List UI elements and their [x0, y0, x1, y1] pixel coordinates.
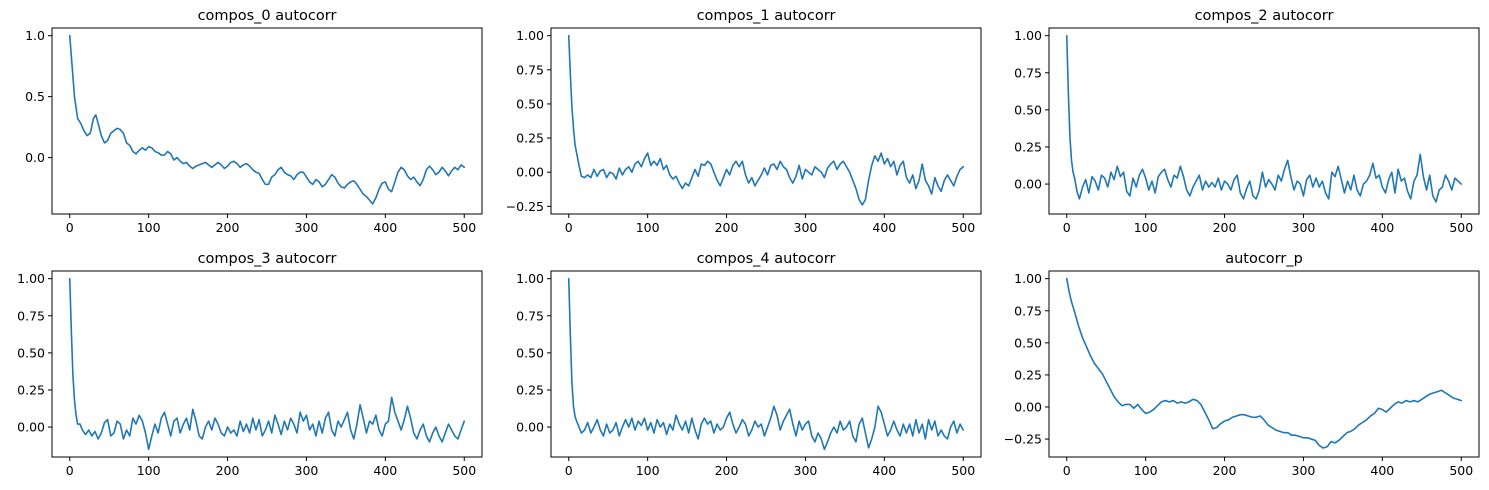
- y-tick-label: 0.0: [25, 150, 45, 165]
- x-tick-label: 0: [565, 220, 573, 235]
- x-tick-label: 0: [66, 463, 74, 478]
- series-line: [68, 34, 466, 205]
- y-tick-label: 0.00: [516, 420, 544, 435]
- chart-title: compos_1 autocorr: [697, 8, 836, 24]
- x-tick-label: 400: [1370, 463, 1394, 478]
- subplot-2: compos_2 autocorr 0 100 200 300 400 500 0.00 0.2…: [1014, 8, 1480, 235]
- y-tick-label: 1.00: [516, 271, 544, 286]
- y-tick-label: 0.50: [1014, 335, 1042, 350]
- x-tick-label: 0: [565, 463, 573, 478]
- axes-frame: [51, 270, 483, 458]
- x-tick-label: 100: [137, 463, 161, 478]
- y-tick-label: 0.50: [1014, 102, 1042, 117]
- y-tick-label: 0.75: [1014, 303, 1042, 318]
- y-tick-label: 1.0: [25, 28, 45, 43]
- x-tick-label: 200: [216, 463, 240, 478]
- x-tick-label: 0: [1063, 463, 1071, 478]
- x-tick-label: 100: [1134, 463, 1158, 478]
- x-tick-label: 500: [452, 463, 476, 478]
- subplot-1: compos_1 autocorr 0 100 200 300 400 500 −0.25 0.…: [506, 8, 982, 235]
- y-tick-label: 1.00: [516, 28, 544, 43]
- y-tick-label: 0.25: [1014, 367, 1042, 382]
- x-tick-label: 100: [137, 220, 161, 235]
- x-tick-label: 100: [636, 220, 660, 235]
- x-tick-label: 300: [794, 463, 818, 478]
- chart-title: compos_4 autocorr: [697, 251, 836, 267]
- y-tick-label: 1.00: [17, 271, 45, 286]
- y-tick-label: 0.25: [1014, 139, 1042, 154]
- y-tick-label: 0.50: [516, 96, 544, 111]
- x-tick-label: 0: [1063, 220, 1071, 235]
- y-tick-label: −0.25: [1004, 432, 1042, 447]
- x-tick-label: 100: [636, 463, 660, 478]
- chart-title: compos_0 autocorr: [198, 8, 337, 24]
- x-tick-label: 200: [715, 220, 739, 235]
- x-tick-label: 500: [951, 463, 975, 478]
- x-tick-label: 300: [794, 220, 818, 235]
- y-tick-label: 0.75: [1014, 65, 1042, 80]
- y-tick-label: 0.50: [516, 345, 544, 360]
- series-line: [68, 277, 466, 451]
- series-line: [567, 34, 965, 206]
- series-line: [1065, 277, 1463, 449]
- x-tick-label: 200: [715, 463, 739, 478]
- axes-frame: [550, 270, 982, 458]
- x-tick-label: 400: [373, 463, 397, 478]
- series-line: [567, 277, 965, 451]
- x-tick-label: 0: [66, 220, 74, 235]
- y-tick-label: 0.25: [516, 131, 544, 146]
- x-tick-label: 500: [1449, 220, 1473, 235]
- x-tick-label: 200: [216, 220, 240, 235]
- axes-frame: [1048, 270, 1480, 458]
- x-tick-label: 300: [295, 220, 319, 235]
- x-tick-label: 400: [1370, 220, 1394, 235]
- chart-title: compos_2 autocorr: [1195, 8, 1334, 24]
- axes-frame: [550, 27, 982, 215]
- y-tick-label: 0.75: [516, 62, 544, 77]
- axes-frame: [1048, 27, 1480, 215]
- x-tick-label: 300: [1292, 220, 1316, 235]
- y-tick-label: 0.5: [25, 89, 45, 104]
- chart-title: autocorr_p: [1225, 251, 1303, 267]
- y-tick-label: 0.50: [17, 345, 45, 360]
- x-tick-label: 100: [1134, 220, 1158, 235]
- axes-frame: [51, 27, 483, 215]
- subplot-0: compos_0 autocorr 0 100 200 300 400 500 0.0 0.5 1…: [25, 8, 483, 235]
- x-tick-label: 400: [872, 463, 896, 478]
- subplot-5: autocorr_p 0 100 200 300 400 500 −0.25 0.00 0.25 0…: [1004, 251, 1480, 478]
- x-tick-label: 300: [295, 463, 319, 478]
- y-tick-label: 1.00: [1014, 271, 1042, 286]
- x-tick-label: 500: [452, 220, 476, 235]
- y-tick-label: 0.75: [17, 308, 45, 323]
- chart-title: compos_3 autocorr: [198, 251, 337, 267]
- subplot-4: compos_4 autocorr 0 100 200 300 400 500 0.00 0.2…: [516, 251, 982, 478]
- y-tick-label: 0.25: [516, 382, 544, 397]
- x-tick-label: 500: [1449, 463, 1473, 478]
- y-tick-label: 0.25: [17, 382, 45, 397]
- x-tick-label: 400: [872, 220, 896, 235]
- y-tick-label: 0.00: [17, 420, 45, 435]
- y-tick-label: 1.00: [1014, 28, 1042, 43]
- x-tick-label: 200: [1213, 463, 1237, 478]
- x-tick-label: 300: [1292, 463, 1316, 478]
- x-tick-label: 500: [951, 220, 975, 235]
- y-tick-label: 0.00: [516, 165, 544, 180]
- x-tick-label: 200: [1213, 220, 1237, 235]
- y-tick-label: −0.25: [506, 199, 544, 214]
- y-tick-label: 0.00: [1014, 399, 1042, 414]
- subplot-3: compos_3 autocorr 0 100 200 300 400 500 0.00 0.2…: [17, 251, 483, 478]
- series-line: [1065, 34, 1463, 203]
- y-tick-label: 0.75: [516, 308, 544, 323]
- y-tick-label: 0.00: [1014, 177, 1042, 192]
- x-tick-label: 400: [373, 220, 397, 235]
